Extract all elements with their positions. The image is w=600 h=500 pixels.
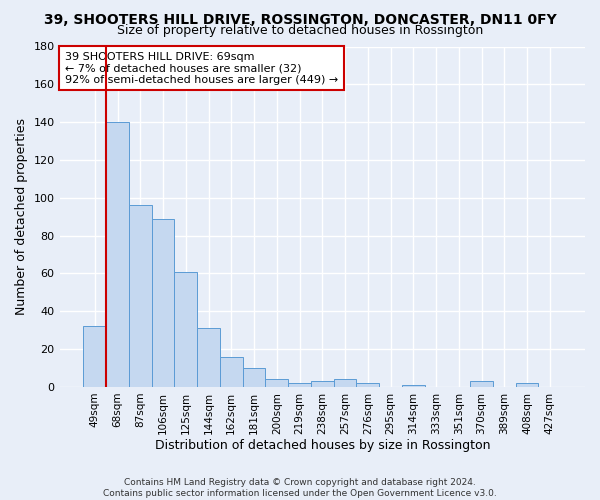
Bar bbox=[515, 383, 538, 387]
Bar bbox=[402, 385, 425, 387]
Text: Size of property relative to detached houses in Rossington: Size of property relative to detached ho… bbox=[117, 24, 483, 37]
Bar bbox=[106, 122, 129, 387]
Bar bbox=[197, 328, 220, 387]
Bar bbox=[265, 380, 288, 387]
Text: 39, SHOOTERS HILL DRIVE, ROSSINGTON, DONCASTER, DN11 0FY: 39, SHOOTERS HILL DRIVE, ROSSINGTON, DON… bbox=[44, 12, 556, 26]
Bar bbox=[175, 272, 197, 387]
Y-axis label: Number of detached properties: Number of detached properties bbox=[15, 118, 28, 315]
Bar bbox=[152, 218, 175, 387]
Bar bbox=[129, 206, 152, 387]
X-axis label: Distribution of detached houses by size in Rossington: Distribution of detached houses by size … bbox=[155, 440, 490, 452]
Bar bbox=[334, 380, 356, 387]
Bar bbox=[288, 383, 311, 387]
Bar bbox=[311, 382, 334, 387]
Bar bbox=[242, 368, 265, 387]
Text: Contains HM Land Registry data © Crown copyright and database right 2024.
Contai: Contains HM Land Registry data © Crown c… bbox=[103, 478, 497, 498]
Bar bbox=[83, 326, 106, 387]
Bar bbox=[356, 383, 379, 387]
Text: 39 SHOOTERS HILL DRIVE: 69sqm
← 7% of detached houses are smaller (32)
92% of se: 39 SHOOTERS HILL DRIVE: 69sqm ← 7% of de… bbox=[65, 52, 338, 85]
Bar bbox=[220, 356, 242, 387]
Bar bbox=[470, 382, 493, 387]
